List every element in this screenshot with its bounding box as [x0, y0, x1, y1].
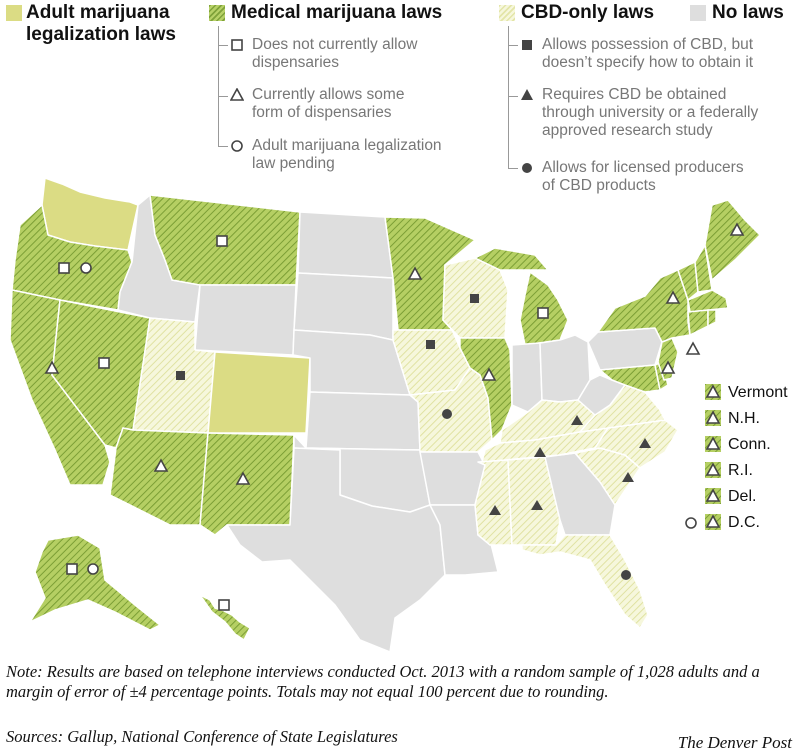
- legend-medical-swatch: [209, 5, 225, 21]
- symbol-utah-filled-square: [176, 371, 185, 380]
- state-kansas: [305, 391, 421, 451]
- filled-triangle-icon: [521, 89, 533, 100]
- credit-text: The Denver Post: [677, 733, 792, 752]
- symbol-new-jersey-triangle: [685, 341, 701, 355]
- symbol-new-york-triangle: [665, 290, 681, 304]
- symbol-montana-square: [216, 235, 228, 247]
- map-symbols: [44, 222, 745, 611]
- symbol-minnesota-triangle: [407, 266, 423, 280]
- symbol-oregon-circle: [80, 262, 92, 274]
- symbol-california-triangle: [44, 360, 60, 374]
- symbol-missouri-filled-circle: [442, 409, 452, 419]
- symbol-oregon-square: [58, 262, 70, 274]
- state-maine: [704, 199, 761, 281]
- state-massachusetts: [687, 289, 729, 313]
- state-arizona: [109, 427, 209, 526]
- symbol-illinois-triangle: [481, 367, 497, 381]
- state-texas: [226, 447, 446, 653]
- state-new-york: [597, 269, 691, 343]
- state-hawaii: [199, 594, 251, 641]
- legend-medical-item-1: Does not currently allow dispensaries: [252, 36, 418, 71]
- note-text: Note: Results are based on telephone int…: [6, 662, 760, 701]
- northeast-label-nh: N.H.: [728, 410, 760, 427]
- symbol-kentucky-filled-triangle: [571, 415, 583, 425]
- legend-medical-item-2: Currently allows some form of dispensari…: [252, 86, 405, 121]
- symbol-alabama-filled-triangle: [531, 500, 543, 510]
- symbol-alaska-circle: [87, 563, 99, 575]
- symbol-maine-triangle: [729, 222, 745, 236]
- state-pennsylvania: [587, 327, 663, 371]
- state-florida: [521, 534, 649, 629]
- legend-medical-item-3: Adult marijuana legalization law pending: [252, 137, 442, 172]
- legend-adult-swatch: [6, 5, 22, 21]
- symbol-north-carolina-filled-triangle: [639, 438, 651, 448]
- legend-cbd-item-3: Allows for licensed producers of CBD pro…: [542, 159, 744, 194]
- state-michigan-up: [474, 247, 549, 271]
- symbol-maryland-triangle: [660, 360, 676, 374]
- state-north-carolina: [559, 419, 679, 469]
- legend-none-label: No laws: [712, 2, 784, 23]
- square-icon: [231, 39, 243, 51]
- circle-icon: [231, 140, 243, 152]
- symbol-new-mexico-triangle: [235, 471, 251, 485]
- legend-cbd-bracket: [508, 26, 509, 169]
- state-rhode-island: [707, 309, 717, 327]
- state-north-dakota: [297, 211, 394, 279]
- state-alaska: [29, 534, 161, 631]
- symbol-alaska-square: [66, 563, 78, 575]
- symbol-iowa-filled-square: [426, 340, 435, 349]
- legend-cbd-item-2: Requires CBD be obtained through univers…: [542, 86, 759, 139]
- symbol-mississippi-filled-triangle: [489, 505, 501, 515]
- symbol-arizona-triangle: [153, 458, 169, 472]
- filled-circle-icon: [522, 163, 532, 173]
- legend-cbd-item-1: Allows possession of CBD, but doesn’t sp…: [542, 36, 754, 71]
- state-indiana: [511, 342, 543, 413]
- northeast-label-ri: R.I.: [728, 462, 753, 479]
- filled-square-icon: [522, 40, 532, 50]
- symbol-tennessee-filled-triangle: [534, 447, 546, 457]
- symbol-michigan-square: [537, 307, 549, 319]
- legend-adult-label: Adult marijuana legalization laws: [26, 2, 176, 45]
- northeast-label-dc: D.C.: [728, 514, 760, 531]
- symbol-nevada-square: [98, 357, 110, 369]
- northeast-label-del: Del.: [728, 488, 757, 505]
- us-map: [9, 177, 761, 653]
- state-wyoming: [194, 284, 297, 356]
- triangle-icon: [230, 88, 244, 101]
- state-south-dakota: [293, 272, 394, 341]
- sources-text: Sources: Gallup, National Conference of …: [6, 727, 398, 746]
- northeast-label-conn: Conn.: [728, 436, 771, 453]
- northeast-symbols: [685, 384, 721, 530]
- legend-cbd-label: CBD-only laws: [521, 2, 655, 23]
- legend-none-swatch: [690, 5, 706, 21]
- symbol-south-carolina-filled-triangle: [622, 472, 634, 482]
- map-cbd-symbols: [176, 294, 651, 580]
- state-illinois: [459, 337, 513, 441]
- northeast-label-vermont: Vermont: [728, 384, 788, 401]
- state-colorado: [207, 351, 311, 434]
- symbol-hawaii-square: [218, 599, 230, 611]
- state-arkansas: [419, 451, 486, 506]
- legend-cbd-swatch: [499, 5, 515, 21]
- legend-medical-label: Medical marijuana laws: [231, 2, 443, 23]
- legend-medical-bracket: [218, 26, 219, 147]
- symbol-florida-filled-circle: [621, 570, 631, 580]
- state-connecticut: [687, 309, 709, 336]
- symbol-wisconsin-filled-square: [470, 294, 479, 303]
